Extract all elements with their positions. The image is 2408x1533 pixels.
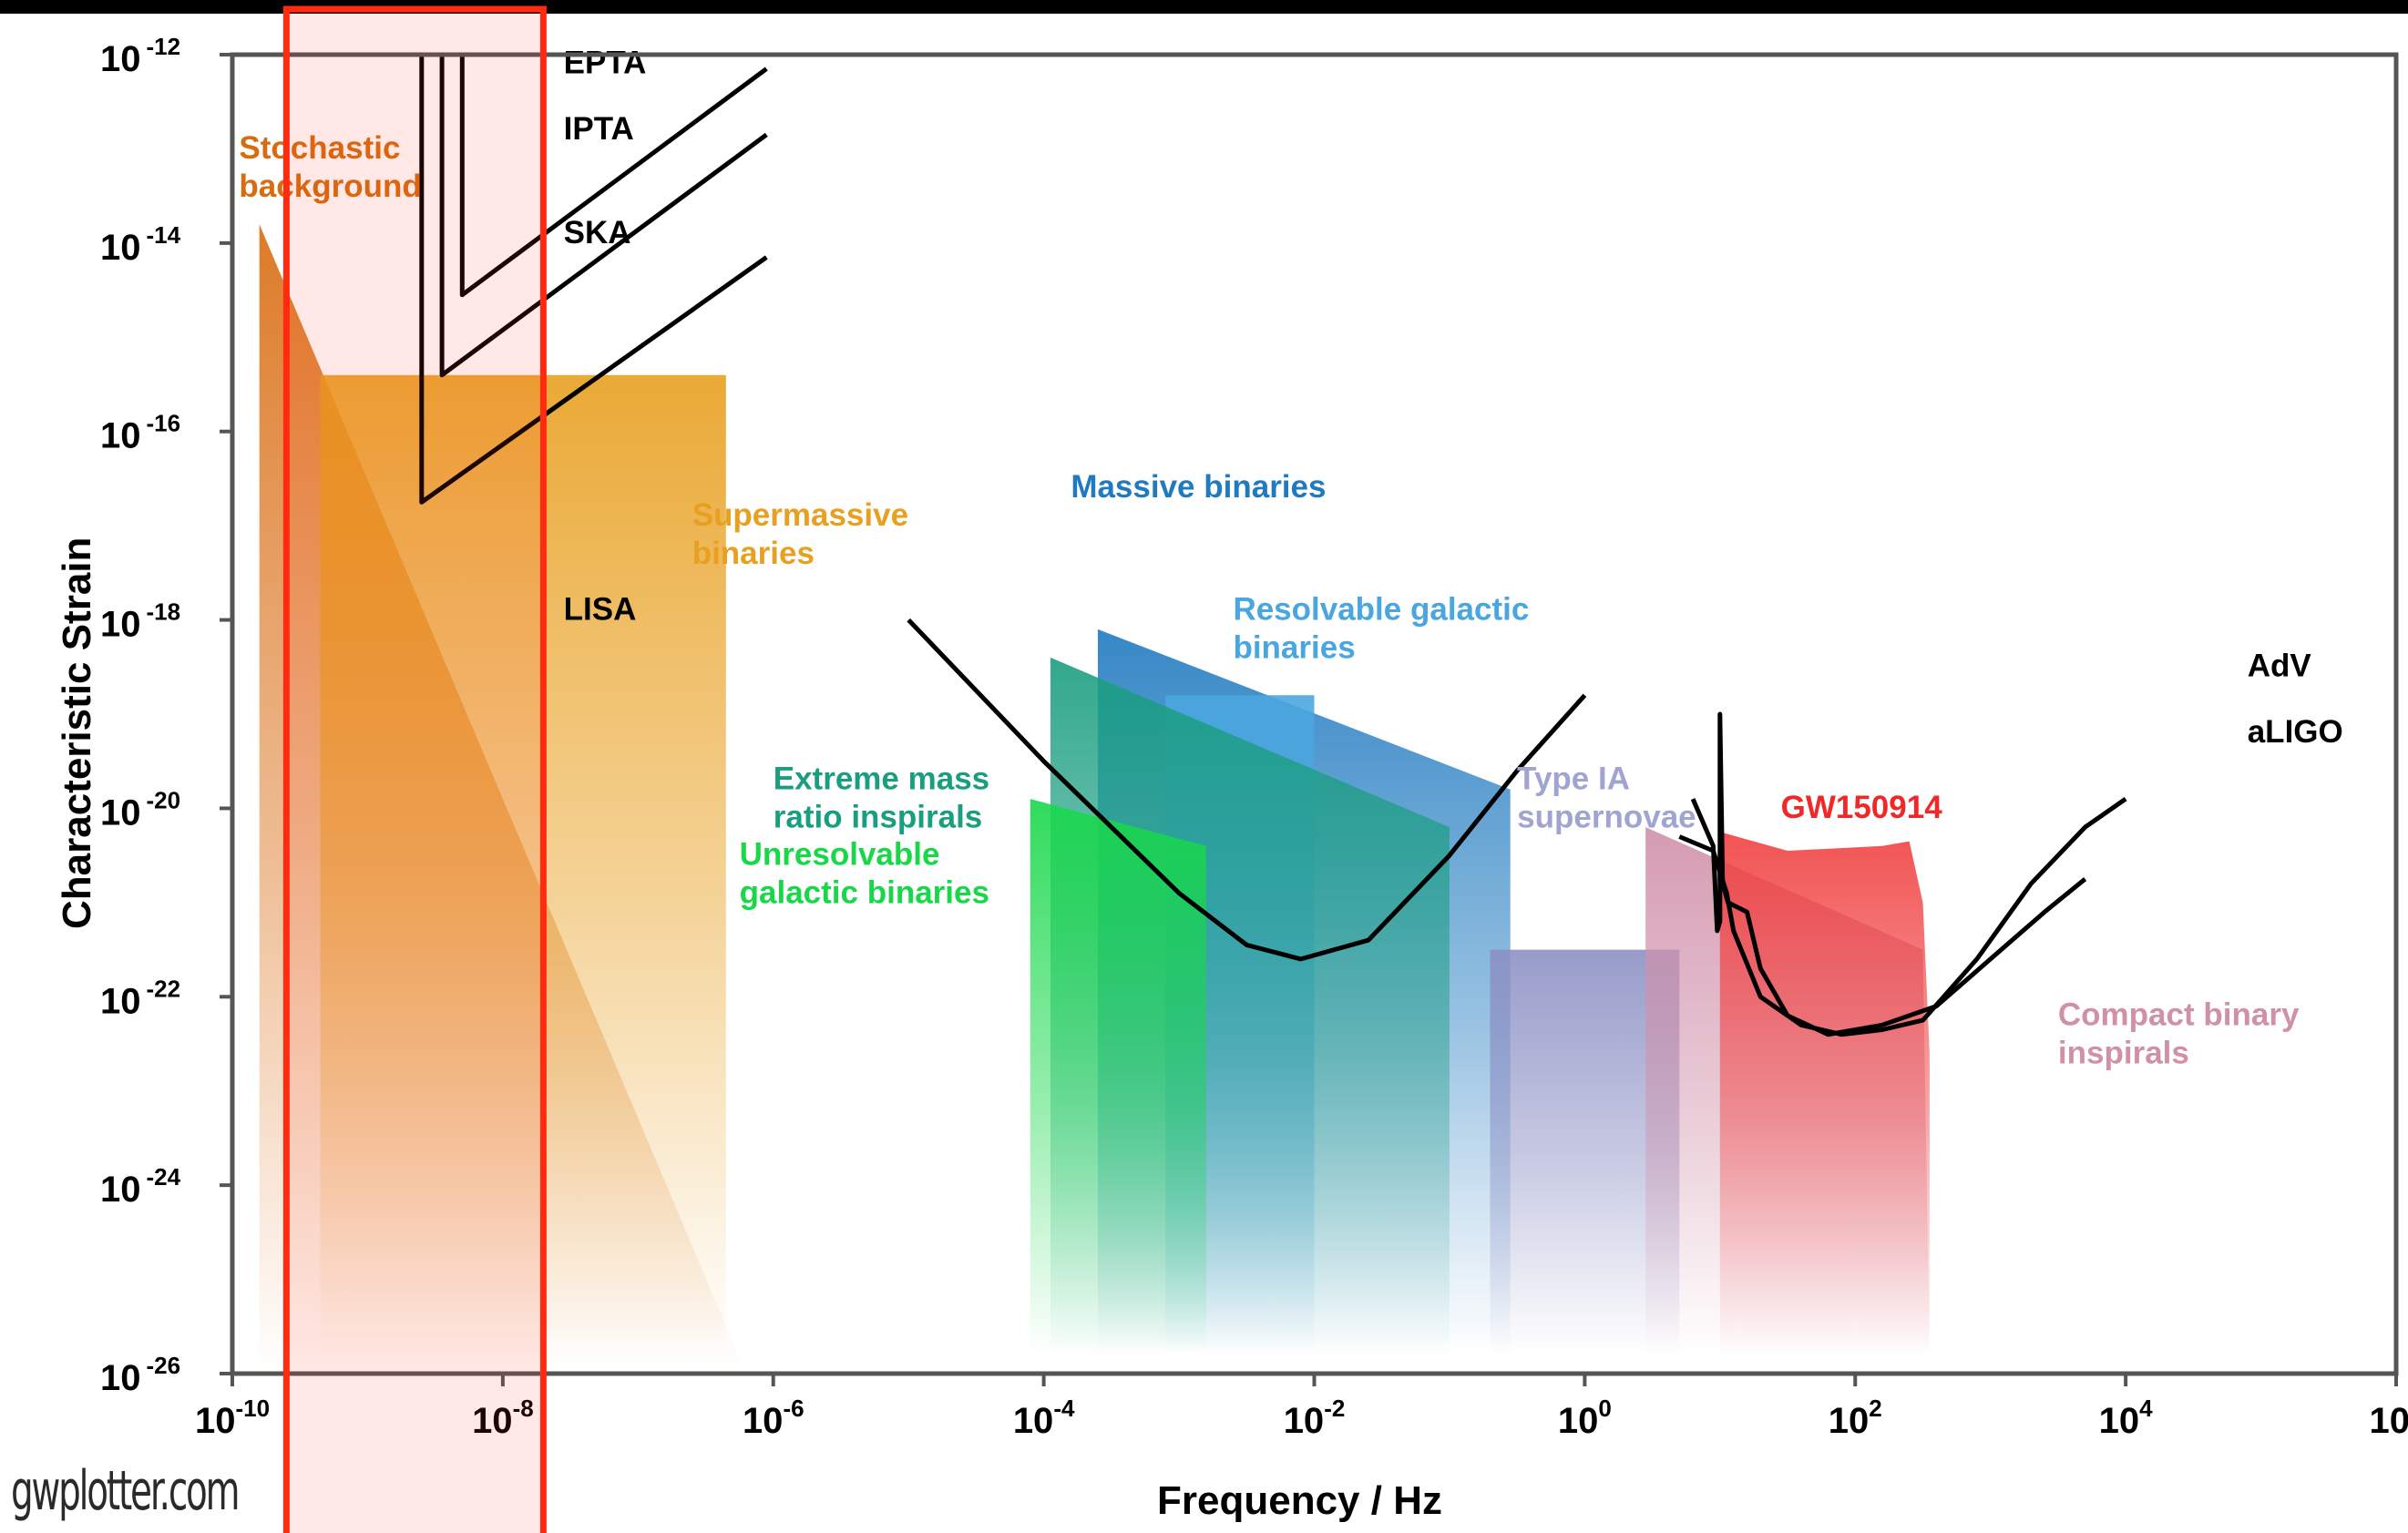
label-extreme-mass-ratio-inspirals: Extreme mass ratio inspirals: [774, 761, 989, 835]
label-stochastic-background: Stochastic background: [239, 130, 421, 204]
highlight-layer: [282, 5, 547, 1533]
y-tick-label: 10 -18: [100, 598, 180, 645]
region-type-ia-supernovae: [1490, 949, 1680, 1355]
curve-epta: [459, 55, 768, 298]
x-axis-label: Frequency / Hz: [1157, 1478, 1442, 1523]
label-compact-binary-inspirals: Compact binary inspirals: [2058, 996, 2300, 1070]
y-tick-label: 10 -14: [100, 221, 181, 268]
x-tick-label: 100: [1558, 1395, 1612, 1441]
highlight-box: [282, 5, 547, 1533]
label-gw150914: GW150914: [1781, 790, 1943, 825]
y-tick-label: 10 -24: [100, 1163, 181, 1210]
label-unresolvable-galactic-binaries: Unresolvable galactic binaries: [740, 836, 989, 910]
top-bar: [0, 0, 2408, 14]
curve-ska: [419, 55, 768, 505]
watermark: gwplotter.com: [11, 1459, 241, 1523]
x-tick-label: 102: [1829, 1395, 1882, 1441]
y-tick-label: 10 -20: [100, 786, 180, 833]
x-tick-label: 10-2: [1284, 1395, 1346, 1441]
label-lisa: LISA: [564, 592, 637, 628]
curve-lisa: [907, 618, 1587, 962]
label-supermassive-binaries: Supermassive binaries: [692, 497, 908, 571]
x-tick-label: 106: [2370, 1395, 2408, 1441]
x-tick-label: 10-10: [195, 1395, 270, 1441]
label-resolvable-galactic-binaries: Resolvable galactic binaries: [1233, 592, 1529, 666]
y-tick-label: 10 -16: [100, 410, 180, 456]
x-tick-label: 10-8: [472, 1395, 534, 1441]
regions-layer: [259, 224, 1930, 1375]
y-axis-label: Characteristic Strain: [55, 537, 99, 929]
curve-aligo: [1690, 711, 2087, 1037]
label-epta: EPTA: [564, 46, 647, 81]
curves-layer: [419, 55, 2127, 1037]
label-ipta: IPTA: [564, 111, 634, 147]
label-massive-binaries: Massive binaries: [1071, 469, 1326, 505]
y-tick-label: 10 -22: [100, 975, 180, 1021]
y-ticks: 10-12 10-14 10-16 10-18 10-20 10-22 10-24 10-26: [100, 33, 232, 1398]
region-supermassive-binaries: [320, 374, 726, 1355]
label-type-ia-supernovae: Type IA supernovae: [1517, 761, 1696, 835]
x-tick-label: 10-4: [1013, 1395, 1075, 1441]
label-adv: AdV: [2248, 649, 2312, 684]
labels-layer: Stochastic background Supermassive binaries…: [239, 46, 2342, 1071]
label-aligo: aLIGO: [2248, 714, 2343, 750]
curve-ipta: [439, 55, 768, 378]
label-ska: SKA: [564, 215, 631, 250]
x-tick-label: 10-6: [743, 1395, 804, 1441]
y-tick-label: 10 -12: [100, 33, 180, 79]
y-tick-label: 10 -26: [100, 1352, 180, 1398]
region-gw150914: [1719, 832, 1930, 1355]
region-unresolvable-galactic-binaries: [1030, 799, 1206, 1355]
x-tick-label: 104: [2099, 1395, 2154, 1441]
x-ticks: 10-10 10-8 10-6 10-4 10-2 100 102 104 106: [195, 1374, 2408, 1441]
